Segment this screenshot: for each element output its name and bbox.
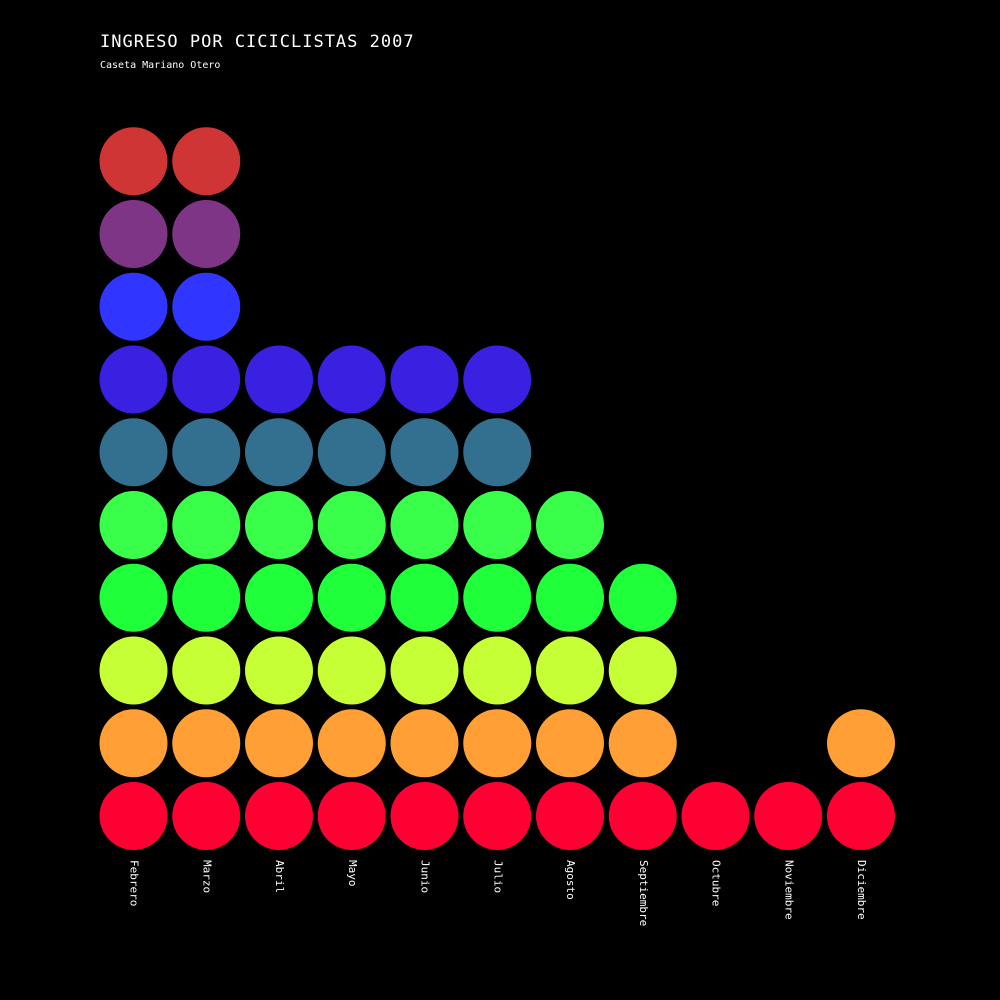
dot-mayo-2 [317, 709, 386, 778]
x-tick-label-febrero: Febrero [128, 860, 141, 906]
dot-septiembre-1 [608, 782, 677, 850]
x-tick-label-junio: Junio [419, 860, 432, 893]
dot-marzo-6 [172, 418, 241, 487]
dot-septiembre-3 [608, 636, 677, 705]
dot-diciembre-2 [827, 709, 895, 778]
dot-julio-3 [463, 636, 532, 705]
dot-marzo-2 [172, 709, 241, 778]
x-tick-label-marzo: Marzo [200, 860, 213, 893]
x-tick-label-septiembre: Septiembre [637, 860, 650, 926]
dot-marzo-5 [172, 491, 241, 559]
x-tick-label-mayo: Mayo [346, 860, 359, 887]
x-tick-label-octubre: Octubre [710, 860, 723, 906]
dot-febrero-2 [99, 709, 168, 778]
dot-mayo-5 [317, 491, 386, 559]
dot-mayo-7 [317, 345, 386, 414]
dot-marzo-9 [172, 200, 241, 268]
dot-mayo-3 [317, 636, 386, 705]
dot-abril-7 [245, 345, 313, 414]
dot-mayo-6 [317, 418, 386, 487]
dot-junio-6 [390, 418, 459, 487]
dot-octubre-1 [681, 782, 750, 850]
dot-marzo-3 [172, 636, 241, 705]
dot-septiembre-4 [608, 563, 677, 632]
dot-febrero-1 [99, 782, 168, 850]
dot-junio-1 [390, 782, 459, 850]
dot-marzo-7 [172, 345, 241, 414]
dot-junio-4 [390, 563, 459, 632]
dot-febrero-9 [99, 200, 168, 268]
dot-agosto-4 [536, 563, 604, 632]
dot-junio-7 [390, 345, 459, 414]
dot-febrero-3 [99, 636, 168, 705]
chart-subtitle: Caseta Mariano Otero [100, 60, 221, 71]
dot-abril-2 [245, 709, 313, 778]
dot-febrero-6 [99, 418, 168, 487]
x-tick-label-agosto: Agosto [564, 860, 577, 900]
dot-febrero-4 [99, 563, 168, 632]
dot-junio-2 [390, 709, 459, 778]
dot-febrero-7 [99, 345, 168, 414]
dot-mayo-1 [317, 782, 386, 850]
dot-marzo-8 [172, 272, 241, 341]
dot-julio-5 [463, 491, 532, 559]
dot-julio-7 [463, 345, 532, 414]
dot-marzo-4 [172, 563, 241, 632]
dot-abril-4 [245, 563, 313, 632]
dot-febrero-8 [99, 272, 168, 341]
dot-agosto-5 [536, 491, 604, 559]
x-tick-label-noviembre: Noviembre [782, 860, 795, 920]
dot-junio-3 [390, 636, 459, 705]
dot-mayo-4 [317, 563, 386, 632]
dot-diciembre-1 [827, 782, 895, 850]
dot-julio-1 [463, 782, 532, 850]
dot-agosto-2 [536, 709, 604, 778]
dot-junio-5 [390, 491, 459, 559]
dot-marzo-1 [172, 782, 241, 850]
dot-julio-6 [463, 418, 532, 487]
dot-agosto-1 [536, 782, 604, 850]
dot-marzo-10 [172, 127, 241, 196]
dot-abril-1 [245, 782, 313, 850]
x-tick-label-diciembre: Diciembre [855, 860, 868, 920]
dot-abril-5 [245, 491, 313, 559]
x-tick-label-julio: Julio [491, 860, 504, 893]
dot-febrero-10 [99, 127, 168, 196]
dot-septiembre-2 [608, 709, 677, 778]
dot-julio-2 [463, 709, 532, 778]
dot-abril-6 [245, 418, 313, 487]
dot-noviembre-1 [754, 782, 823, 850]
dot-agosto-3 [536, 636, 604, 705]
dot-abril-3 [245, 636, 313, 705]
dot-julio-4 [463, 563, 532, 632]
dot-febrero-5 [99, 491, 168, 559]
x-tick-label-abril: Abril [273, 860, 286, 893]
chart-title: INGRESO POR CICICLISTAS 2007 [100, 32, 415, 52]
